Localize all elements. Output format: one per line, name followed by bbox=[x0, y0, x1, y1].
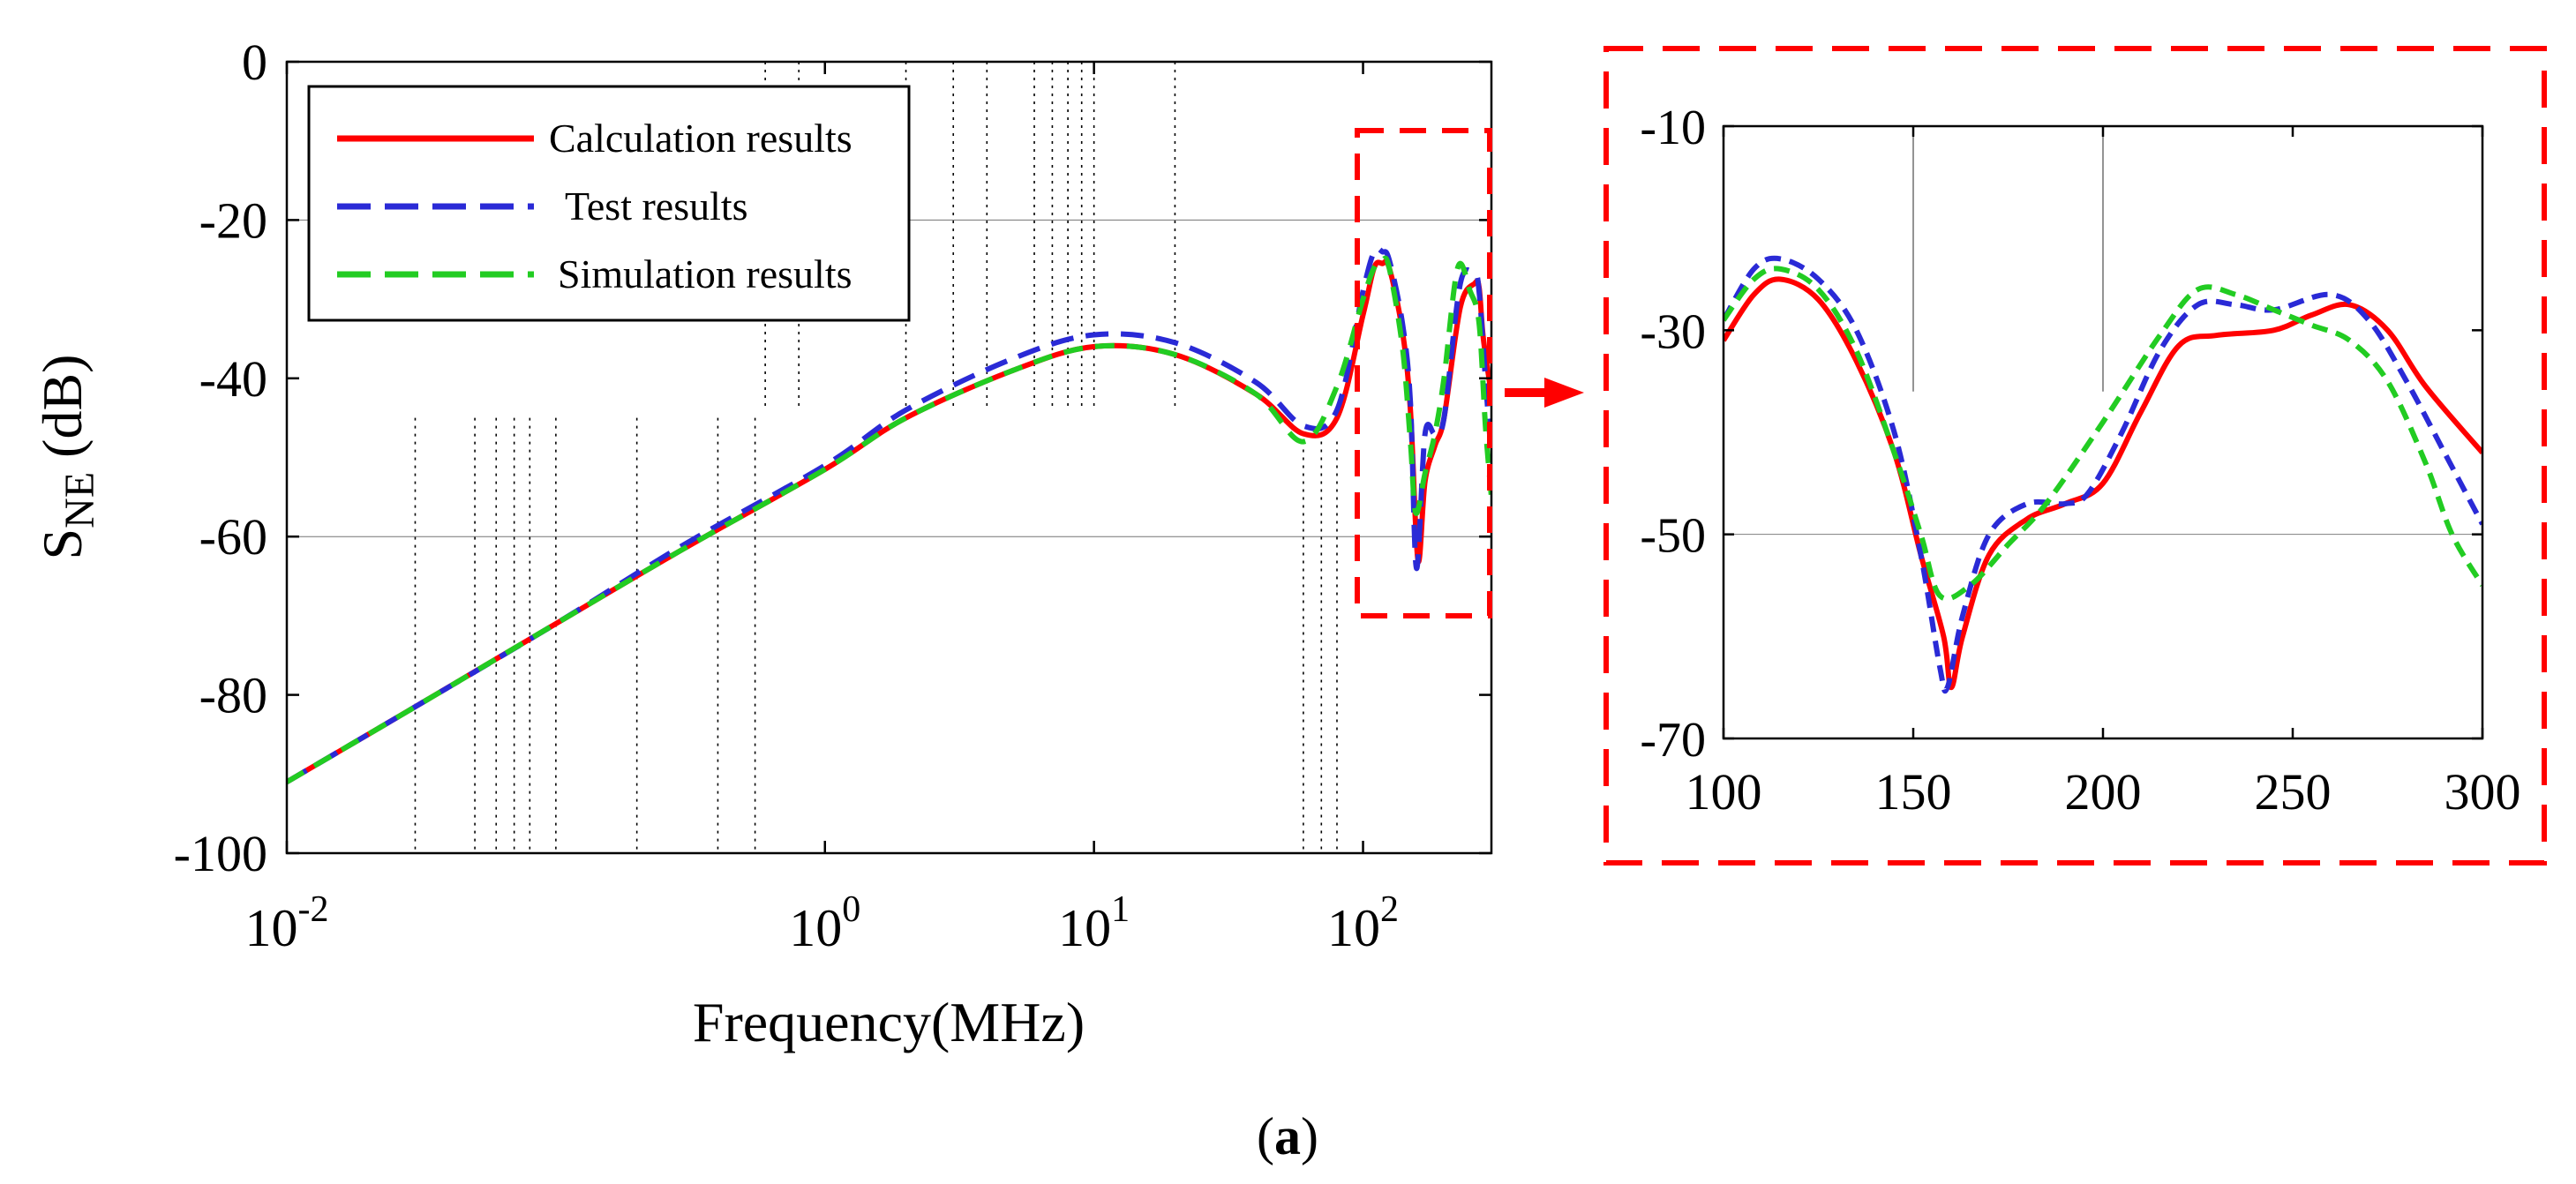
inset-series-calculation bbox=[1724, 276, 2482, 691]
inset-series bbox=[1724, 255, 2482, 694]
y-title-unit: (dB) bbox=[31, 355, 94, 472]
inset-x-tick-label: 100 bbox=[1686, 763, 1762, 821]
inset-chart: 100 150 200 250 300 -10 -30 -50 -70 bbox=[1603, 46, 2547, 866]
inset-x-tick-label: 150 bbox=[1875, 763, 1952, 821]
inset-x-tick-label: 250 bbox=[2255, 763, 2332, 821]
inset-series-simulation bbox=[1724, 266, 2482, 602]
main-x-ticks: 10-2 100 101 102 bbox=[245, 62, 1399, 957]
inset-y-tick-label: -50 bbox=[1640, 509, 1706, 564]
inset-border-box bbox=[1603, 46, 2547, 866]
main-y-ticks: 0 -20 -40 -60 -80 -100 bbox=[174, 34, 1491, 882]
main-series-calculation bbox=[287, 259, 1491, 784]
inset-y-ticks: -10 -30 -50 -70 bbox=[1640, 101, 2482, 768]
main-y-tick-label: -40 bbox=[199, 350, 267, 408]
inset-x-ticks: 100 150 200 250 300 bbox=[1686, 126, 2521, 821]
legend-label-test: Test results bbox=[565, 184, 748, 229]
main-series-simulation bbox=[287, 255, 1491, 784]
y-title-subscript: NE bbox=[56, 472, 103, 528]
y-title-base: S bbox=[31, 528, 94, 560]
inset-y-tick-label: -30 bbox=[1640, 304, 1706, 359]
legend-label-simulation: Simulation results bbox=[558, 251, 852, 296]
main-x-tick-label: 102 bbox=[1327, 889, 1399, 957]
figure-caption: (a) bbox=[1257, 1107, 1318, 1165]
main-y-tick-label: -80 bbox=[199, 667, 267, 724]
main-y-tick-label: -100 bbox=[174, 825, 267, 882]
main-chart: 10-2 100 101 102 0 -20 -40 -60 -80 -100 SNE (dB)… bbox=[31, 34, 1493, 1053]
zoom-arrow bbox=[1505, 378, 1584, 408]
main-y-tick-label: -20 bbox=[199, 191, 267, 249]
main-series bbox=[287, 245, 1491, 784]
legend: Calculation results Test results Simulat… bbox=[307, 85, 911, 322]
main-y-axis-title: SNE (dB) bbox=[31, 355, 103, 560]
legend-label-calculation: Calculation results bbox=[549, 116, 852, 161]
inset-y-tick-label: -10 bbox=[1640, 101, 1706, 155]
main-x-tick-label: 10-2 bbox=[245, 889, 329, 957]
inset-y-tick-label: -70 bbox=[1640, 713, 1706, 768]
main-y-tick-label: -60 bbox=[199, 508, 267, 566]
zoom-region-box bbox=[1355, 128, 1492, 618]
main-series-test bbox=[287, 245, 1491, 784]
inset-x-tick-label: 300 bbox=[2445, 763, 2521, 821]
main-x-tick-label: 101 bbox=[1058, 889, 1130, 957]
main-y-tick-label: 0 bbox=[242, 34, 267, 91]
main-x-tick-label: 100 bbox=[789, 889, 860, 957]
inset-x-tick-label: 200 bbox=[2065, 763, 2142, 821]
main-x-axis-title: Frequency(MHz) bbox=[693, 991, 1085, 1053]
inset-grid bbox=[1724, 126, 2482, 536]
inset-series-test bbox=[1724, 255, 2482, 694]
main-plot-frame bbox=[285, 60, 1493, 855]
caption-letter: a bbox=[1274, 1107, 1301, 1165]
